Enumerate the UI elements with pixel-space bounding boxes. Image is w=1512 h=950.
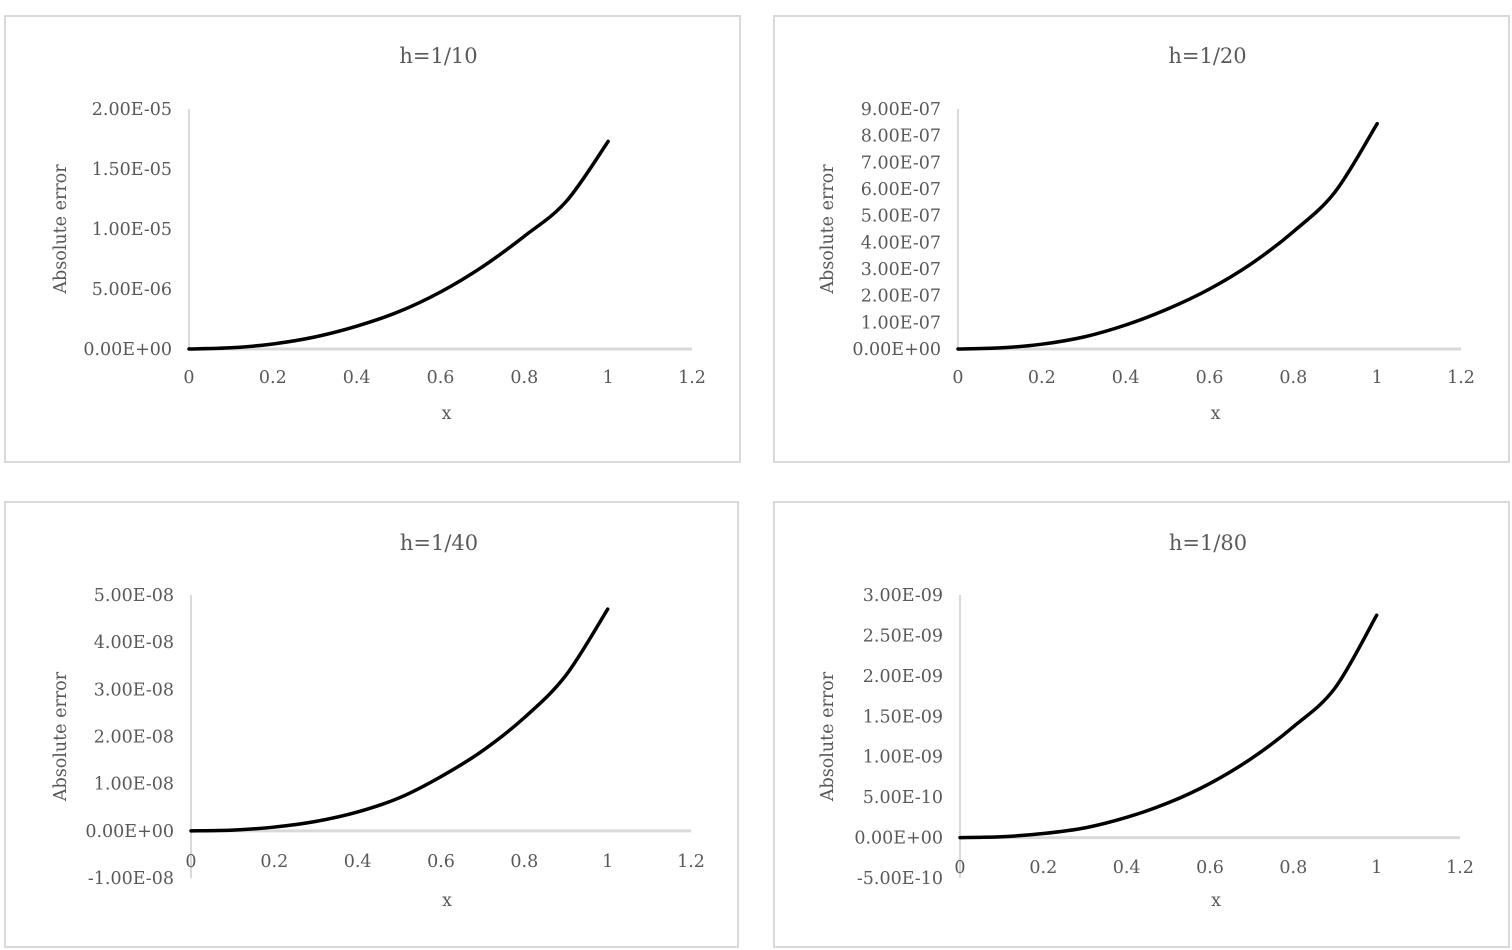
x-tick-label: 1 bbox=[1371, 858, 1382, 878]
x-tick-label: 0.2 bbox=[260, 852, 288, 872]
y-tick-label: 0.00E+00 bbox=[85, 822, 174, 842]
x-tick-label: 0.4 bbox=[343, 368, 371, 388]
x-tick-label: 0.2 bbox=[1028, 368, 1056, 388]
y-axis-title: Absolute error bbox=[818, 671, 838, 802]
series-line bbox=[956, 121, 1379, 351]
y-tick-label: 0.00E+00 bbox=[852, 340, 941, 360]
x-tick-label: 0.2 bbox=[259, 368, 287, 388]
chart-svg: h=1/20 0.00E+00 1.00E-07 2.00E-07 3.00E-07 4.… bbox=[818, 44, 1475, 424]
x-tick-label: 0.6 bbox=[1196, 368, 1224, 388]
y-tick-label: 6.00E-07 bbox=[861, 180, 941, 200]
y-tick-label: 0.00E+00 bbox=[83, 340, 172, 360]
y-tick-label: 3.00E-07 bbox=[861, 260, 941, 280]
y-tick-label: 1.00E-05 bbox=[92, 220, 172, 240]
chart-panel-h-1-80: h=1/80 -5.00E-10 0.00E+00 5.00E-10 1.00E-09 1… bbox=[773, 501, 1510, 948]
y-tick-label: 7.00E-07 bbox=[861, 153, 941, 173]
chart-panel-h-1-20: h=1/20 0.00E+00 1.00E-07 2.00E-07 3.00E-07 4.… bbox=[773, 15, 1510, 463]
series-line bbox=[187, 139, 610, 351]
y-tick-label: 0.00E+00 bbox=[854, 829, 943, 849]
y-tick-label: 2.50E-09 bbox=[863, 626, 943, 646]
y-tick-label: 1.00E-07 bbox=[861, 313, 941, 333]
y-tick-label: 1.50E-05 bbox=[92, 160, 172, 180]
x-tick-label: 0 bbox=[952, 368, 963, 388]
x-axis-title: x bbox=[1211, 404, 1221, 424]
chart-title: h=1/40 bbox=[400, 531, 478, 555]
x-tick-label: 0.6 bbox=[1196, 858, 1224, 878]
y-tick-label: 3.00E-08 bbox=[94, 680, 174, 700]
y-tick-label: 5.00E-08 bbox=[94, 586, 174, 606]
chart-panel-h-1-40: h=1/40 -1.00E-08 0.00E+00 1.00E-08 2.00E-08 3… bbox=[4, 501, 739, 948]
x-tick-label: 0 bbox=[183, 368, 194, 388]
y-tick-label: 2.00E-08 bbox=[94, 728, 174, 748]
chart-svg: h=1/10 0.00E+00 5.00E-06 1.00E-05 1.50E-05 2.… bbox=[51, 44, 706, 424]
x-tick-label: 0.6 bbox=[427, 368, 455, 388]
y-axis-title: Absolute error bbox=[51, 671, 71, 802]
x-tick-label: 0.8 bbox=[1279, 368, 1307, 388]
chart-title: h=1/10 bbox=[399, 44, 477, 68]
y-tick-label: 1.00E-08 bbox=[94, 775, 174, 795]
series-line bbox=[958, 613, 1379, 840]
y-tick-label: 1.00E-09 bbox=[863, 748, 943, 768]
x-tick-label: 0.4 bbox=[1113, 858, 1141, 878]
x-tick-label: 0 bbox=[185, 852, 196, 872]
y-tick-label: -5.00E-10 bbox=[857, 869, 943, 889]
chart-panel-h-1-10: h=1/10 0.00E+00 5.00E-06 1.00E-05 1.50E-05 2.… bbox=[4, 15, 741, 463]
series-line bbox=[189, 607, 610, 833]
x-tick-label: 1.2 bbox=[678, 368, 706, 388]
y-tick-label: -1.00E-08 bbox=[88, 869, 174, 889]
x-tick-label: 0.4 bbox=[1112, 368, 1140, 388]
x-tick-label: 1 bbox=[1372, 368, 1383, 388]
y-tick-label: 2.00E-05 bbox=[92, 100, 172, 120]
y-tick-label: 5.00E-07 bbox=[861, 207, 941, 227]
y-tick-label: 3.00E-09 bbox=[863, 586, 943, 606]
y-tick-label: 2.00E-09 bbox=[863, 667, 943, 687]
y-tick-label: 4.00E-07 bbox=[861, 233, 941, 253]
x-tick-label: 0.8 bbox=[1279, 858, 1307, 878]
y-tick-label: 1.50E-09 bbox=[863, 707, 943, 727]
x-tick-label: 0.8 bbox=[510, 368, 538, 388]
y-tick-label: 5.00E-06 bbox=[92, 280, 172, 300]
x-axis-title: x bbox=[442, 404, 452, 424]
x-tick-label: 0.4 bbox=[344, 852, 372, 872]
x-tick-label: 1.2 bbox=[1447, 368, 1475, 388]
y-tick-label: 9.00E-07 bbox=[861, 100, 941, 120]
x-axis-title: x bbox=[442, 891, 452, 911]
y-tick-label: 2.00E-07 bbox=[861, 287, 941, 307]
chart-svg: h=1/80 -5.00E-10 0.00E+00 5.00E-10 1.00E-09 1… bbox=[818, 531, 1474, 911]
x-tick-label: 1 bbox=[603, 368, 614, 388]
x-tick-label: 1 bbox=[602, 852, 613, 872]
y-tick-label: 8.00E-07 bbox=[861, 127, 941, 147]
x-axis-title: x bbox=[1211, 891, 1221, 911]
x-tick-label: 0.2 bbox=[1029, 858, 1057, 878]
x-tick-label: 0 bbox=[954, 858, 965, 878]
chart-svg: h=1/40 -1.00E-08 0.00E+00 1.00E-08 2.00E-08 3… bbox=[51, 531, 705, 911]
x-tick-label: 1.2 bbox=[677, 852, 705, 872]
chart-title: h=1/80 bbox=[1169, 531, 1247, 555]
x-tick-label: 0.8 bbox=[510, 852, 538, 872]
y-axis-title: Absolute error bbox=[51, 164, 71, 295]
y-tick-label: 5.00E-10 bbox=[863, 788, 943, 808]
x-tick-label: 1.2 bbox=[1446, 858, 1474, 878]
y-tick-label: 4.00E-08 bbox=[94, 633, 174, 653]
y-axis-title: Absolute error bbox=[818, 164, 838, 295]
x-tick-label: 0.6 bbox=[427, 852, 455, 872]
chart-title: h=1/20 bbox=[1168, 44, 1246, 68]
